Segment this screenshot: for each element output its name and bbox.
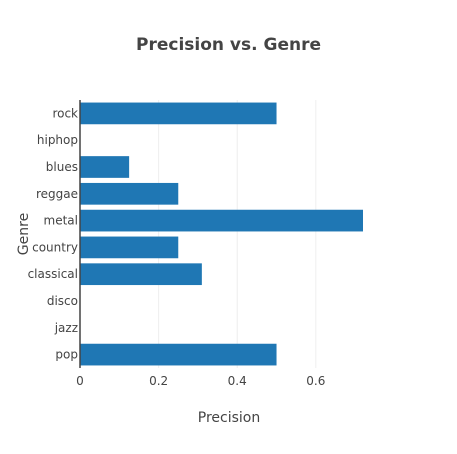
bar-pop: [80, 343, 277, 366]
y-tick-label: pop: [55, 348, 78, 362]
bar-reggae: [80, 182, 179, 205]
x-tick-labels: 0 0.2 0.4 0.6: [76, 374, 325, 388]
x-tick-label: 0.2: [149, 374, 168, 388]
y-tick-label: rock: [52, 106, 78, 120]
chart-title: Precision vs. Genre: [136, 35, 321, 55]
bar-metal: [80, 209, 363, 232]
y-tick-label: jazz: [54, 321, 78, 335]
x-tick-label: 0: [76, 374, 84, 388]
y-axis-title: Genre: [16, 213, 32, 255]
bar-rock: [80, 102, 277, 125]
x-axis-title: Precision: [198, 410, 260, 426]
y-tick-labels: rock hiphop blues reggae metal country classic…: [28, 106, 78, 361]
y-tick-label: disco: [47, 294, 78, 308]
gridlines: [158, 100, 317, 368]
y-tick-label: metal: [44, 214, 78, 228]
bars: [80, 102, 363, 366]
y-tick-label: country: [32, 240, 78, 254]
y-tick-label: classical: [28, 267, 78, 281]
bar-country: [80, 236, 179, 259]
y-tick-label: reggae: [36, 187, 78, 201]
y-tick-label: hiphop: [37, 133, 78, 147]
y-tick-label: blues: [46, 160, 78, 174]
x-tick-label: 0.4: [228, 374, 247, 388]
bar-classical: [80, 263, 202, 286]
bar-blues: [80, 156, 130, 178]
x-tick-label: 0.6: [306, 374, 325, 388]
